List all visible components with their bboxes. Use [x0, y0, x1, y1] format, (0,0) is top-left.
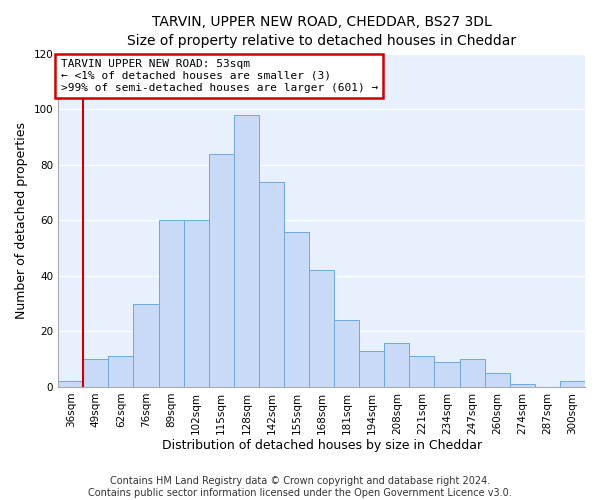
Bar — [510, 384, 535, 387]
Bar — [460, 359, 485, 387]
Bar — [284, 232, 309, 387]
Bar — [109, 356, 133, 387]
Bar — [309, 270, 334, 387]
Bar — [83, 359, 109, 387]
Bar — [409, 356, 434, 387]
Bar — [58, 382, 83, 387]
Bar — [385, 342, 409, 387]
Bar — [560, 382, 585, 387]
Bar — [485, 373, 510, 387]
Title: TARVIN, UPPER NEW ROAD, CHEDDAR, BS27 3DL
Size of property relative to detached : TARVIN, UPPER NEW ROAD, CHEDDAR, BS27 3D… — [127, 15, 516, 48]
Bar — [434, 362, 460, 387]
Bar — [259, 182, 284, 387]
Y-axis label: Number of detached properties: Number of detached properties — [15, 122, 28, 319]
X-axis label: Distribution of detached houses by size in Cheddar: Distribution of detached houses by size … — [161, 440, 482, 452]
Bar — [184, 220, 209, 387]
Bar — [234, 115, 259, 387]
Bar — [209, 154, 234, 387]
Bar — [133, 304, 158, 387]
Bar — [158, 220, 184, 387]
Bar — [334, 320, 359, 387]
Text: Contains HM Land Registry data © Crown copyright and database right 2024.
Contai: Contains HM Land Registry data © Crown c… — [88, 476, 512, 498]
Bar — [359, 351, 385, 387]
Text: TARVIN UPPER NEW ROAD: 53sqm
← <1% of detached houses are smaller (3)
>99% of se: TARVIN UPPER NEW ROAD: 53sqm ← <1% of de… — [61, 60, 378, 92]
